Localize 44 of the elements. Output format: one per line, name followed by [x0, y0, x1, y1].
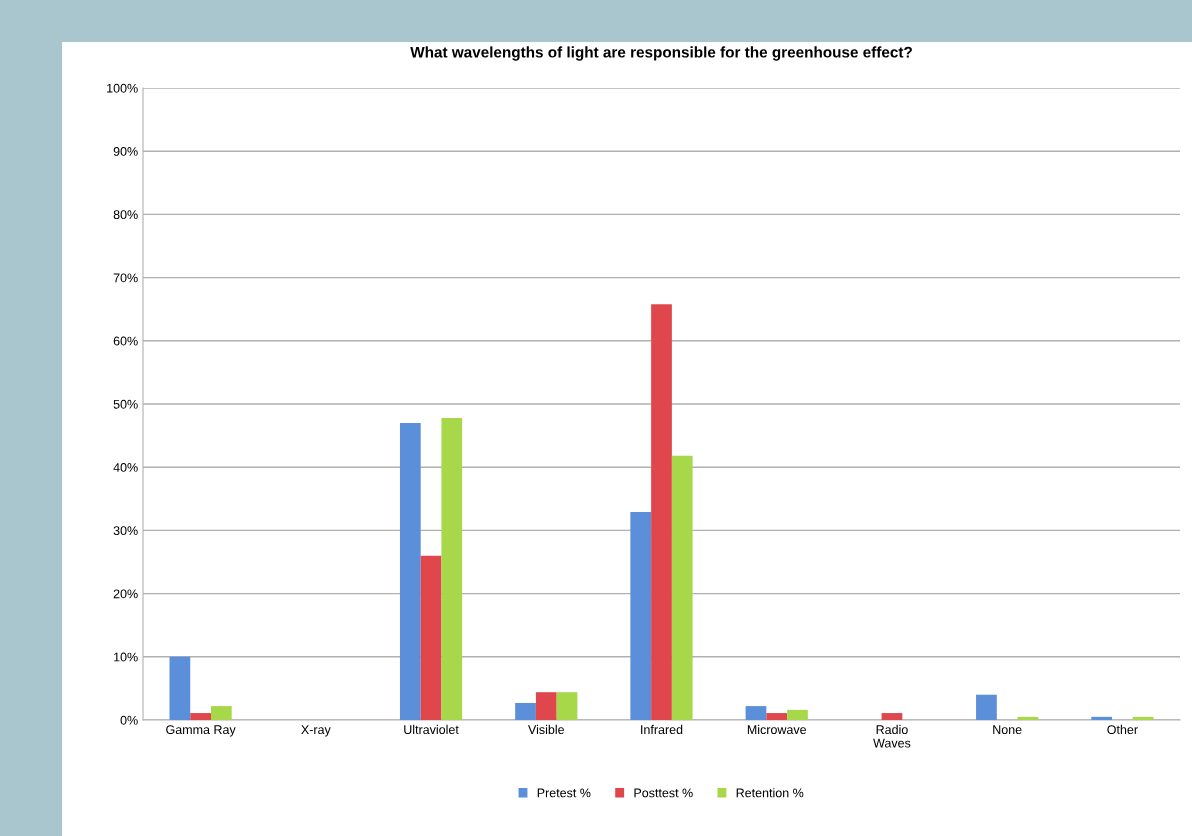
x-tick-label: X-ray: [301, 725, 331, 737]
legend-label: Posttest %: [634, 788, 693, 798]
bar: [881, 713, 903, 720]
x-tick-label: Ultraviolet: [404, 724, 459, 735]
y-tick-label: 100%: [107, 83, 138, 93]
y-tick-label: 10%: [114, 652, 138, 662]
bar: [787, 709, 808, 720]
bar: [630, 512, 652, 720]
y-tick-label: 70%: [113, 273, 138, 283]
legend-label: Pretest %: [537, 788, 591, 798]
y-tick-label: 30%: [113, 526, 138, 536]
x-tick-label: Gamma Ray: [166, 725, 236, 737]
x-tick-label: Infrared: [641, 724, 683, 735]
bar: [1017, 716, 1039, 720]
bar: [766, 713, 788, 720]
bar: [441, 417, 463, 720]
bar: [745, 706, 767, 720]
y-tick-label: 90%: [113, 147, 138, 156]
x-tick-label: Other: [1107, 724, 1138, 735]
bar: [420, 555, 442, 720]
bar: [671, 455, 693, 720]
y-tick-label: 50%: [113, 399, 138, 409]
y-tick-label: 40%: [113, 463, 138, 472]
y-tick-label: 80%: [113, 210, 138, 220]
x-tick-label: Microwave: [747, 724, 807, 735]
bar: [210, 706, 232, 720]
bar: [190, 713, 211, 720]
chart-title: What wavelengths of light are responsible for the greenhouse effect?: [410, 46, 912, 61]
bar: [535, 692, 557, 720]
x-tick-label: Visible: [528, 724, 565, 735]
bar: [515, 702, 536, 720]
bar: [976, 694, 997, 720]
bar: [1091, 716, 1113, 720]
y-tick-label: 0%: [120, 715, 138, 725]
legend-label: Retention %: [736, 788, 804, 798]
bar: [651, 304, 672, 720]
y-tick-label: 60%: [113, 336, 138, 346]
bar: [1132, 716, 1154, 720]
y-tick-label: 20%: [113, 589, 138, 599]
x-tick-label: None: [993, 725, 1022, 735]
bar: [399, 422, 421, 720]
bar: [556, 692, 578, 720]
x-tick-label: Radio Waves: [873, 724, 911, 748]
bar: [169, 656, 191, 720]
